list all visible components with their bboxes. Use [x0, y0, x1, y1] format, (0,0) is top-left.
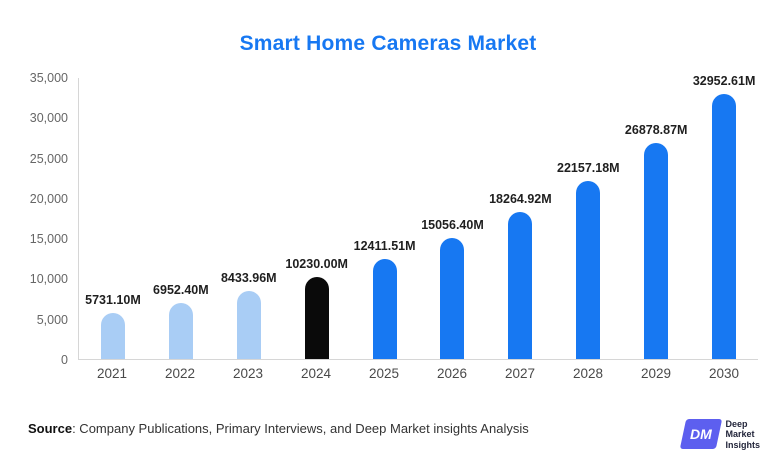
bar-value-label: 18264.92M	[489, 192, 552, 207]
x-tick-label: 2022	[164, 366, 196, 381]
bar-column: 5731.10M	[79, 78, 147, 359]
x-tick-label: 2028	[572, 366, 604, 381]
y-tick-label: 0	[61, 353, 68, 367]
bar-column: 26878.87M	[622, 78, 690, 359]
bar-2029	[644, 143, 669, 359]
bar-2023	[236, 291, 261, 359]
bar-value-label: 32952.61M	[692, 74, 756, 89]
y-tick-label: 10,000	[29, 272, 68, 287]
bar-column: 22157.18M	[554, 78, 622, 359]
y-axis-labels: 0 5,000 10,000 15,000 20,000 25,000 30,000 35,0…	[22, 71, 78, 367]
bar-column: 8433.96M	[215, 78, 283, 359]
y-tick-label: 35,000	[29, 71, 68, 85]
bar-2025	[372, 259, 397, 359]
y-tick-label: 25,000	[29, 151, 68, 166]
bar-column: 15056.40M	[419, 78, 487, 359]
x-tick-label: 2030	[708, 366, 740, 381]
bar-value-label: 6952.40M	[153, 283, 209, 298]
bar-value-label: 15056.40M	[421, 218, 484, 233]
x-tick-label: 2027	[504, 366, 536, 381]
logo-text-line: Market	[725, 429, 755, 439]
logo-monogram: DM	[690, 426, 713, 443]
source-label: Source	[28, 421, 73, 436]
bar-value-label: 10230.00M	[285, 256, 348, 271]
brand-logo: DM Deep Market Insights	[680, 419, 760, 451]
source-text: : Company Publications, Primary Intervie…	[72, 421, 529, 436]
source-line: Source: Company Publications, Primary In…	[28, 421, 529, 436]
y-tick-label: 5,000	[36, 312, 68, 327]
x-axis-spacer	[22, 366, 78, 381]
bar-column: 10230.00M	[283, 78, 351, 359]
logo-text-line: Insights	[725, 439, 760, 450]
x-tick-label: 2029	[640, 366, 672, 381]
y-tick-label: 20,000	[29, 191, 68, 206]
bar-2027	[508, 212, 533, 359]
bar-2030	[712, 94, 737, 359]
plot-area: 5731.10M 6952.40M 8433.96M 10230.00M 12411.5…	[78, 74, 758, 360]
bar-2026	[440, 238, 465, 359]
bars-container: 5731.10M 6952.40M 8433.96M 10230.00M 12411.5…	[79, 74, 758, 359]
bar-value-label: 26878.87M	[624, 123, 688, 138]
bar-value-label: 22157.18M	[557, 161, 620, 176]
chart-title: Smart Home Cameras Market	[239, 32, 537, 55]
bar-column: 12411.51M	[351, 78, 419, 359]
bar-2024	[304, 276, 329, 359]
x-tick-label: 2021	[96, 366, 128, 381]
y-tick-label: 30,000	[29, 111, 68, 126]
bar-2021	[100, 313, 125, 359]
logo-text: Deep Market Insights	[725, 419, 760, 451]
bar-chart: 0 5,000 10,000 15,000 20,000 25,000 30,000 35,0…	[22, 71, 758, 367]
bar-value-label: 8433.96M	[220, 271, 277, 286]
x-axis-labels: 2021 2022 2023 2024 2025 2026 2027 2028 2029 2030	[78, 366, 758, 381]
x-tick-label: 2024	[300, 366, 332, 381]
x-tick-label: 2026	[436, 366, 468, 381]
bar-column: 6952.40M	[147, 78, 215, 359]
bar-2028	[576, 181, 601, 359]
bar-value-label: 5731.10M	[85, 293, 141, 307]
bar-column: 32952.61M	[690, 74, 758, 359]
bar-value-label: 12411.51M	[353, 239, 416, 254]
x-axis: 2021 2022 2023 2024 2025 2026 2027 2028 2029 2030	[22, 366, 758, 381]
x-tick-label: 2025	[368, 366, 400, 381]
bar-2022	[168, 303, 193, 359]
logo-text-line: Deep	[725, 418, 748, 429]
dm-logo-icon: DM	[680, 419, 723, 450]
y-tick-label: 15,000	[29, 232, 68, 247]
x-tick-label: 2023	[232, 366, 264, 381]
bar-column: 18264.92M	[486, 78, 554, 359]
